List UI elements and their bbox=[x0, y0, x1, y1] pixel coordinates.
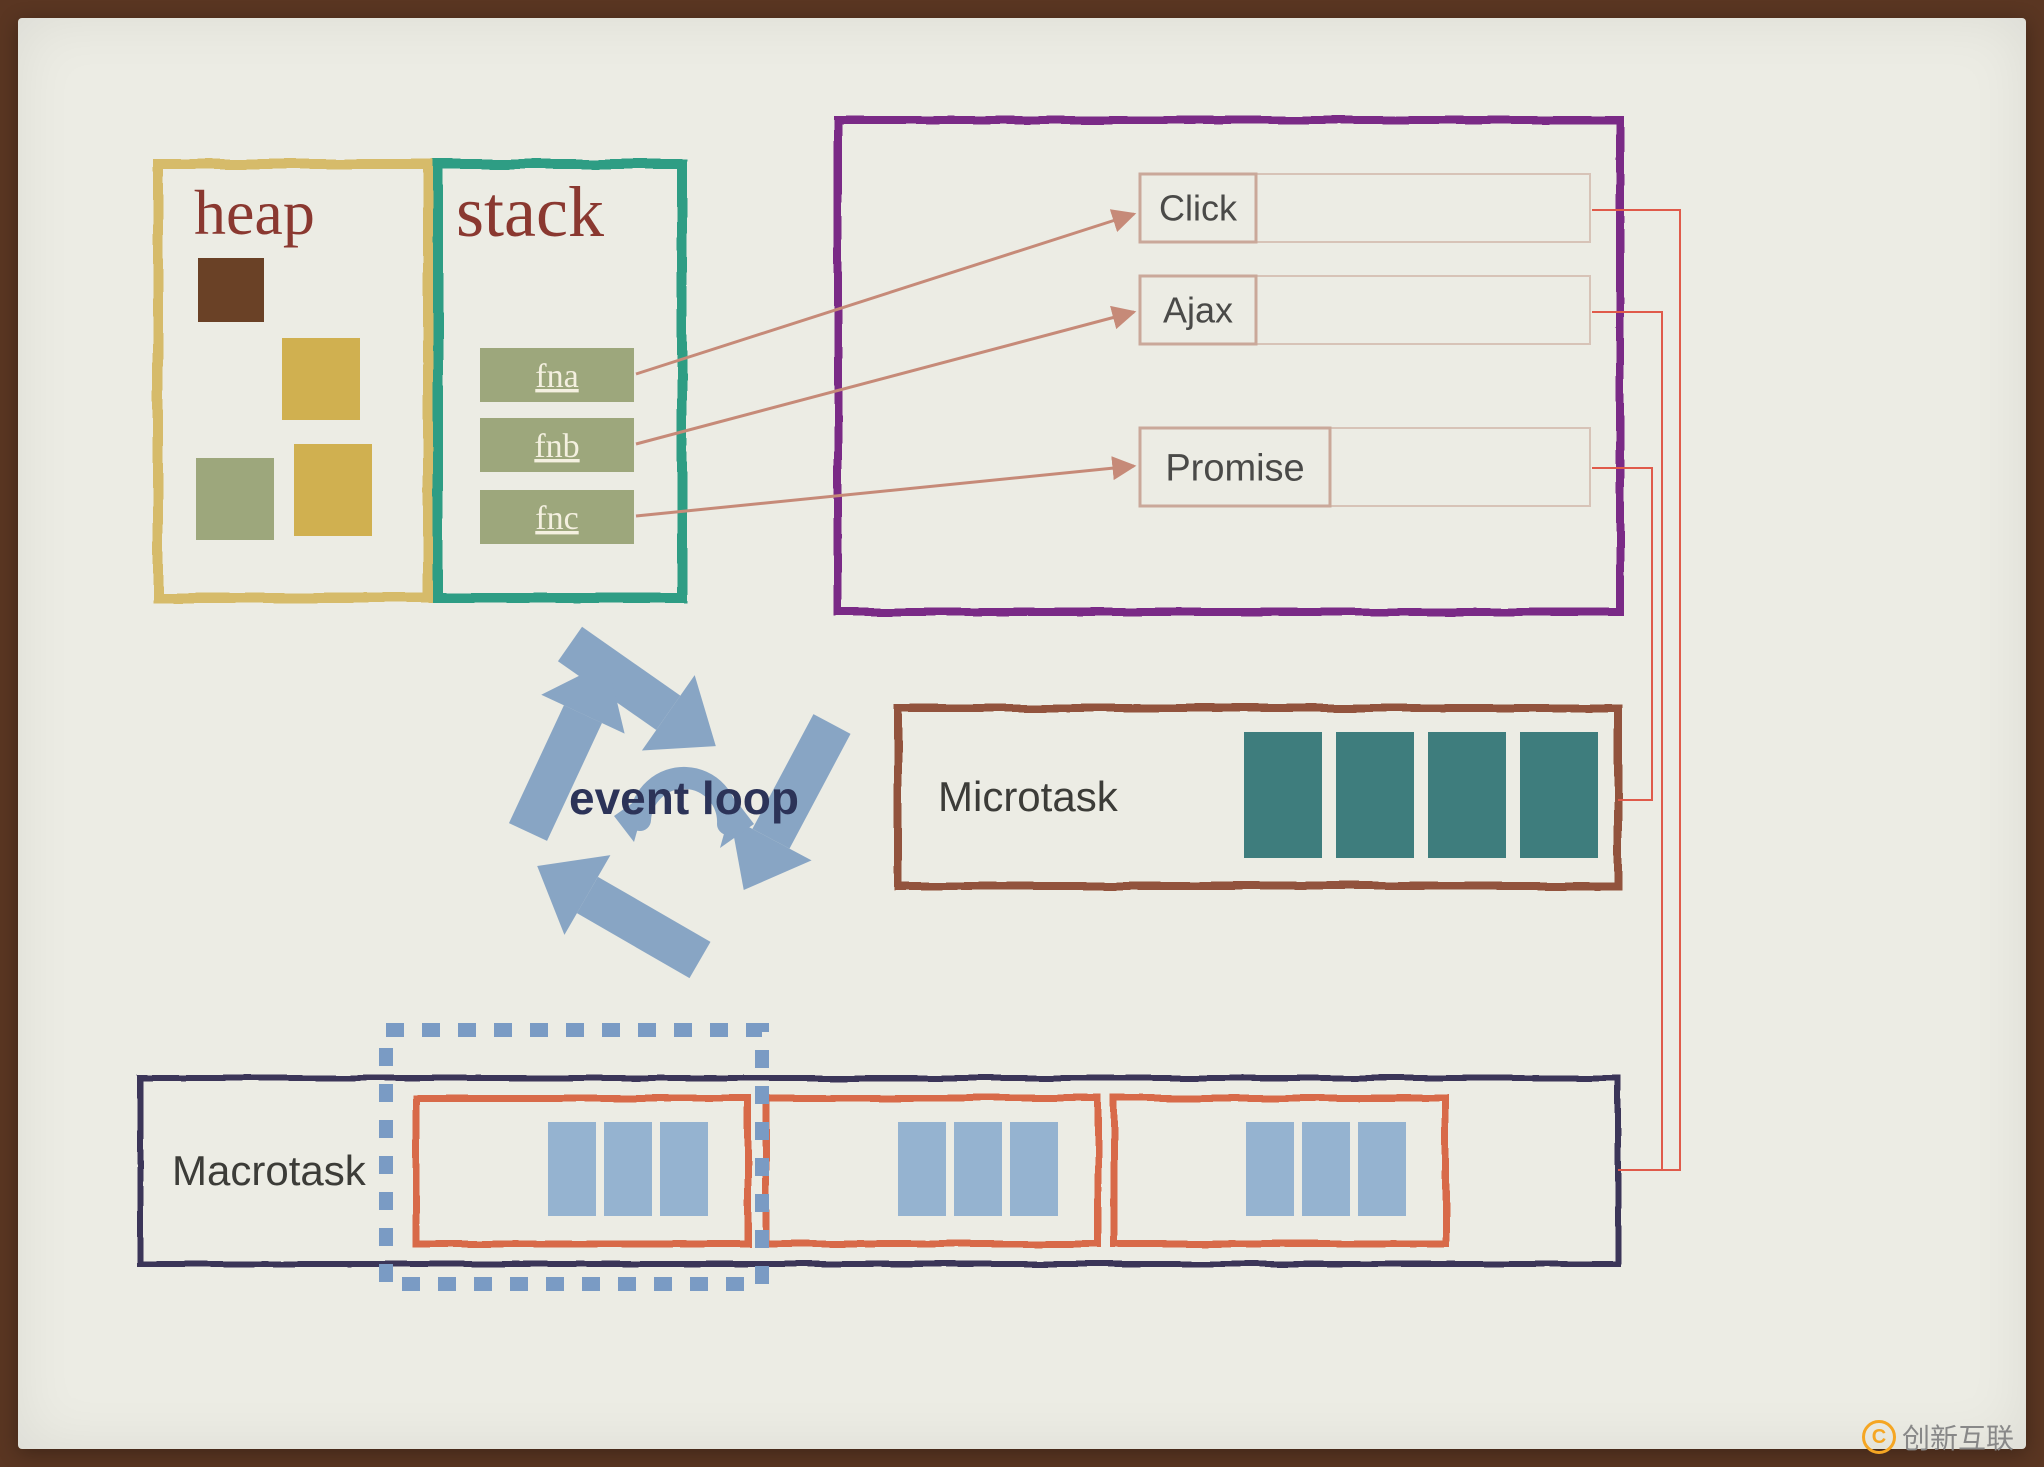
microtask-label: Microtask bbox=[938, 773, 1119, 820]
heap-square bbox=[196, 458, 274, 540]
event-loop-label: event loop bbox=[569, 772, 799, 824]
watermark-text: 创新互联 bbox=[1902, 1417, 2014, 1457]
microtask-bar bbox=[1428, 732, 1506, 858]
macrotask-label: Macrotask bbox=[172, 1147, 367, 1194]
arrow-stack-to-api bbox=[636, 214, 1134, 374]
heap-square bbox=[198, 258, 264, 322]
stack-fn-label: fnc bbox=[535, 500, 578, 537]
stack-fn-label: fnb bbox=[534, 428, 579, 465]
microtask-bar bbox=[1244, 732, 1322, 858]
macrotask-bar bbox=[954, 1122, 1002, 1216]
event-loop-arrow bbox=[587, 895, 700, 960]
heap-title: heap bbox=[194, 177, 315, 248]
macrotask-bar bbox=[1010, 1122, 1058, 1216]
watermark: C 创新互联 bbox=[1862, 1417, 2014, 1457]
stack-title: stack bbox=[456, 172, 604, 252]
macrotask-bar bbox=[604, 1122, 652, 1216]
diagram-canvas: heap stack fna fnb fnc Click Ajax Promise Microt… bbox=[18, 18, 2026, 1449]
heap-square bbox=[282, 338, 360, 420]
webapi-item-label: Click bbox=[1159, 188, 1238, 229]
webapi-item-track bbox=[1330, 428, 1590, 506]
macrotask-bar bbox=[660, 1122, 708, 1216]
stack-fn-label: fna bbox=[535, 358, 578, 395]
macrotask-bar bbox=[1246, 1122, 1294, 1216]
webapi-item-label: Ajax bbox=[1163, 290, 1233, 331]
webapi-item-track bbox=[1256, 174, 1590, 242]
watermark-icon: C bbox=[1862, 1420, 1896, 1454]
macrotask-bar bbox=[548, 1122, 596, 1216]
macrotask-bar bbox=[898, 1122, 946, 1216]
microtask-bar bbox=[1520, 732, 1598, 858]
webapi-item-track bbox=[1256, 276, 1590, 344]
heap-square bbox=[294, 444, 372, 536]
macrotask-bar bbox=[1358, 1122, 1406, 1216]
wire bbox=[1592, 210, 1680, 1170]
arrow-stack-to-api bbox=[636, 466, 1134, 516]
microtask-bar bbox=[1336, 732, 1414, 858]
macrotask-bar bbox=[1302, 1122, 1350, 1216]
webapi-item-label: Promise bbox=[1165, 447, 1304, 489]
arrow-stack-to-api bbox=[636, 312, 1134, 444]
